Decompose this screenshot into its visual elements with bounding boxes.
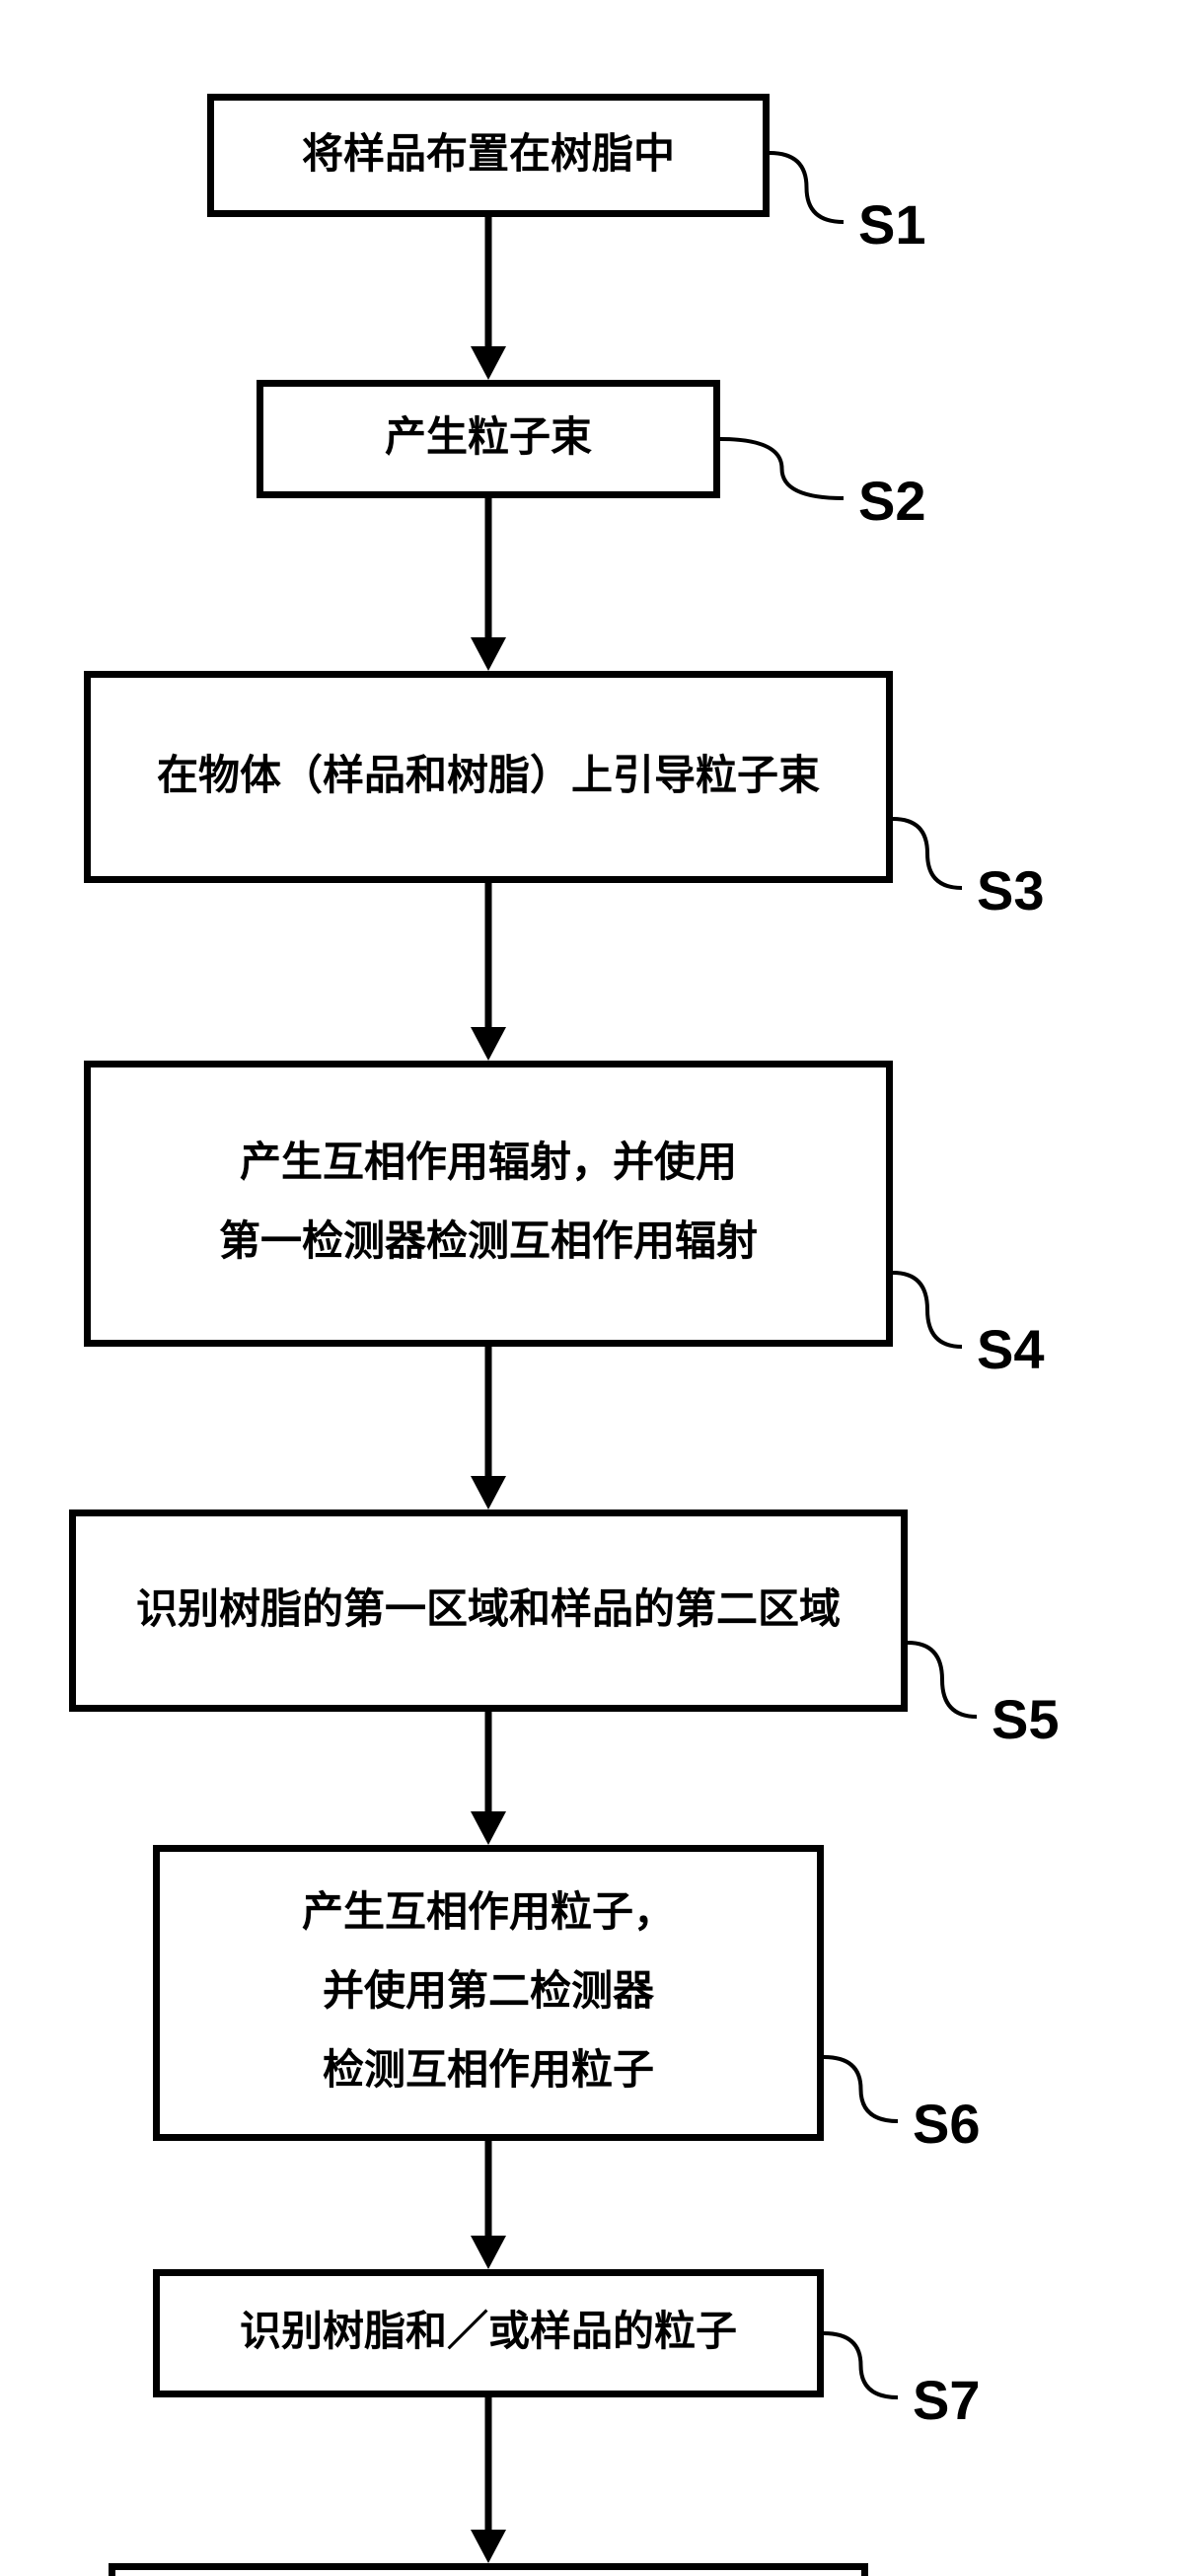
step-label-l2: S2 (858, 469, 926, 533)
flowchart-step-s8 (109, 2563, 868, 2576)
flowchart-step-text: 识别树脂的第一区域和样品的第二区域 (136, 1572, 841, 1651)
flowchart-step-text: 在物体（样品和树脂）上引导粒子束 (157, 738, 820, 817)
flowchart-step-s2: 产生粒子束 (257, 380, 720, 498)
step-label-l3: S3 (977, 858, 1045, 922)
flowchart-step-s6: 产生互相作用粒子， 并使用第二检测器 检测互相作用粒子 (153, 1845, 824, 2141)
flowchart-step-text: 产生互相作用粒子， 并使用第二检测器 检测互相作用粒子 (302, 1875, 675, 2110)
step-label-l6: S6 (913, 2092, 981, 2156)
flowchart-step-text: 识别树脂和／或样品的粒子 (240, 2294, 737, 2373)
flowchart-step-text: 产生粒子束 (385, 400, 592, 478)
step-label-l7: S7 (913, 2368, 981, 2432)
flowchart-canvas: 将样品布置在树脂中产生粒子束在物体（样品和树脂）上引导粒子束产生互相作用辐射，并… (0, 0, 1177, 2576)
step-label-text: S7 (913, 2369, 981, 2431)
step-label-l5: S5 (992, 1687, 1060, 1751)
flowchart-step-text: 产生互相作用辐射，并使用 第一检测器检测互相作用辐射 (219, 1125, 758, 1283)
step-label-text: S6 (913, 2093, 981, 2155)
flowchart-step-text: 将样品布置在树脂中 (302, 116, 675, 195)
flowchart-step-s3: 在物体（样品和树脂）上引导粒子束 (84, 671, 893, 883)
step-label-text: S2 (858, 470, 926, 532)
flowchart-step-s4: 产生互相作用辐射，并使用 第一检测器检测互相作用辐射 (84, 1061, 893, 1347)
step-label-text: S4 (977, 1318, 1045, 1380)
flowchart-step-s1: 将样品布置在树脂中 (207, 94, 770, 217)
step-label-text: S1 (858, 193, 926, 256)
step-label-text: S5 (992, 1688, 1060, 1750)
step-label-l4: S4 (977, 1317, 1045, 1381)
flowchart-step-s5: 识别树脂的第一区域和样品的第二区域 (69, 1509, 908, 1712)
step-label-text: S3 (977, 859, 1045, 921)
flowchart-step-s7: 识别树脂和／或样品的粒子 (153, 2269, 824, 2397)
step-label-l1: S1 (858, 192, 926, 257)
